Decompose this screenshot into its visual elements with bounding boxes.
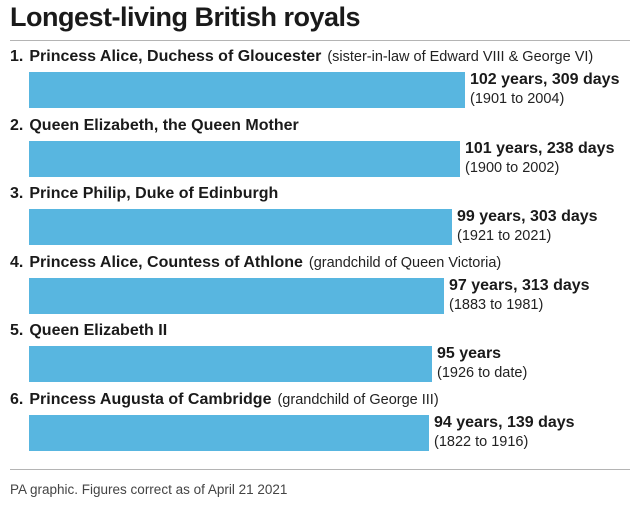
value-label: 95 years <box>437 345 502 363</box>
bar <box>29 209 452 246</box>
value-label: 101 years, 238 days <box>465 139 615 157</box>
entry-rank: 2. <box>10 116 24 134</box>
entry-name: Queen Elizabeth II <box>29 322 168 340</box>
value-block: 94 years, 139 days (1822 to 1916) <box>434 413 575 452</box>
chart-title: Longest-living British royals <box>10 2 361 32</box>
entry-label: 1. Princess Alice, Duchess of Gloucester (… <box>10 47 593 67</box>
top-divider <box>10 40 630 41</box>
entry-label: 2. Queen Elizabeth, the Queen Mother <box>10 116 299 136</box>
entry-name: Princess Alice, Countess of Athlone <box>29 253 303 271</box>
entry-rank: 5. <box>10 322 24 340</box>
date-range: (1901 to 2004) <box>470 91 565 107</box>
value-block: 95 years (1926 to date) <box>437 344 527 383</box>
value-block: 102 years, 309 days (1901 to 2004) <box>470 70 619 109</box>
date-range: (1921 to 2021) <box>457 228 552 245</box>
entry-rank: 1. <box>10 48 24 65</box>
value-block: 97 years, 313 days (1883 to 1981) <box>449 276 590 315</box>
bottom-divider <box>10 469 630 470</box>
bar <box>29 415 429 451</box>
entry-label: 4. Princess Alice, Countess of Athlone (gr… <box>10 253 501 273</box>
value-block: 101 years, 238 days (1900 to 2002) <box>465 139 614 178</box>
bar <box>29 346 432 383</box>
entry-rank: 4. <box>10 253 24 271</box>
entry-rank: 3. <box>10 185 24 203</box>
entry-name: Prince Philip, Duke of Edinburgh <box>29 185 279 203</box>
footer-credit: PA graphic. Figures correct as of April … <box>10 482 288 497</box>
entry-note: (sister-in-law of Edward VIII & George V… <box>327 49 594 65</box>
entry-note: (grandchild of Queen Victoria) <box>308 254 502 271</box>
value-label: 97 years, 313 days <box>449 276 590 294</box>
entry-note: (grandchild of George III) <box>277 392 439 408</box>
value-label: 94 years, 139 days <box>434 414 575 431</box>
entry-rank: 6. <box>10 391 24 408</box>
value-block: 99 years, 303 days (1921 to 2021) <box>457 207 598 246</box>
date-range: (1822 to 1916) <box>434 434 529 450</box>
entry-name: Queen Elizabeth, the Queen Mother <box>29 116 299 134</box>
entry-label: 6. Princess Augusta of Cambridge (grandchi… <box>10 390 439 410</box>
entry-label: 5. Queen Elizabeth II <box>10 321 167 341</box>
value-label: 102 years, 309 days <box>470 71 620 88</box>
entry-label: 3. Prince Philip, Duke of Edinburgh <box>10 184 278 204</box>
value-label: 99 years, 303 days <box>457 208 598 226</box>
bar <box>29 72 465 108</box>
bar <box>29 140 460 177</box>
date-range: (1883 to 1981) <box>449 296 544 313</box>
date-range: (1900 to 2002) <box>465 159 560 176</box>
entry-name: Princess Augusta of Cambridge <box>29 391 272 408</box>
date-range: (1926 to date) <box>437 365 528 382</box>
bar <box>29 277 444 314</box>
entry-name: Princess Alice, Duchess of Gloucester <box>29 48 322 65</box>
